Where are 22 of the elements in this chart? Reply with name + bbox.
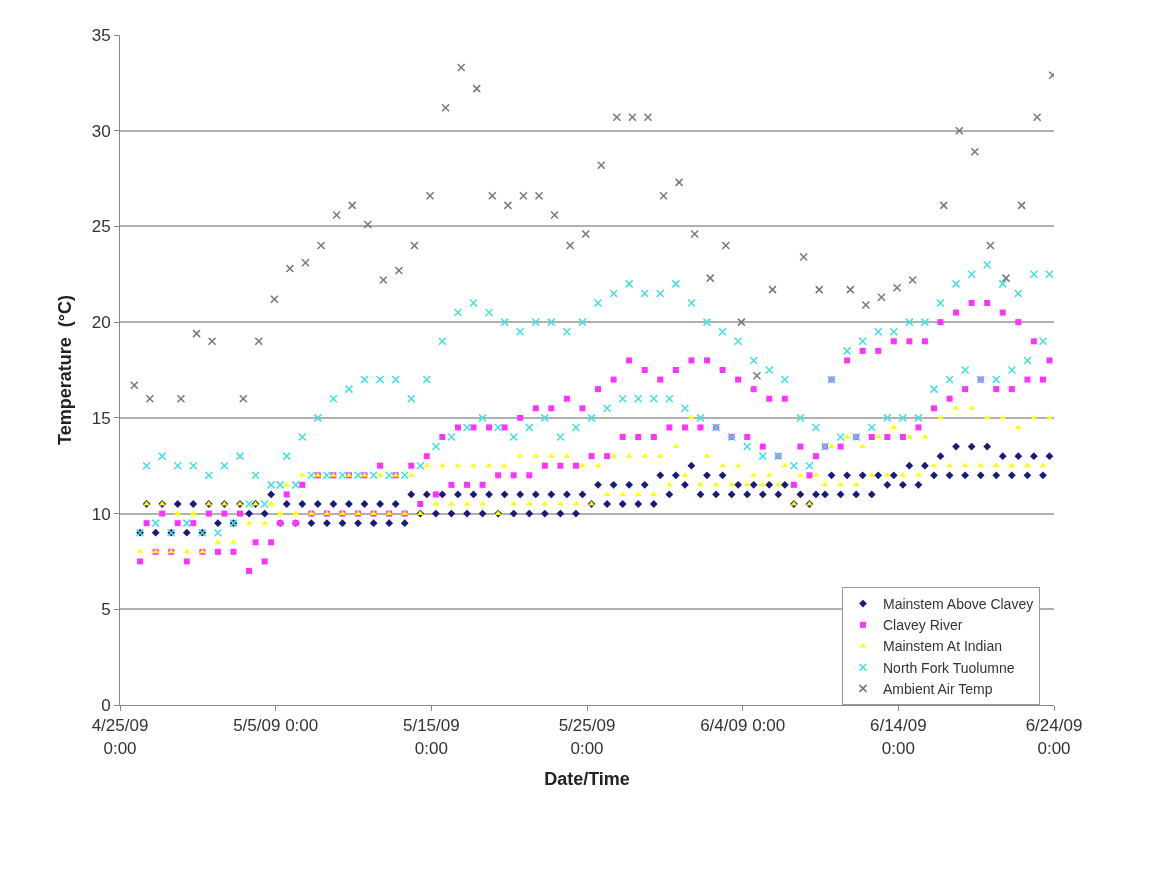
y-tick-label: 35 [91,25,111,45]
legend-label: Ambient Air Temp [882,680,993,697]
y-tick-label: 25 [91,217,111,237]
y-tick-label: 0 [101,695,111,715]
legend-label: North Fork Tuolumne [882,659,1015,676]
x-axis-title: Date/Time [544,768,630,789]
y-tick-label: 15 [91,408,111,428]
y-tick-label: 30 [91,121,111,141]
x-tick-label: 5/15/09 0:00 [402,716,460,758]
y-axis-title: Temperature (°C) [54,295,75,445]
legend-label: Mainstem At Indian [882,638,1003,655]
y-tick-label: 5 [101,600,111,620]
x-tick-label: 6/14/09 0:00 [869,716,927,758]
x-tick-label: 6/4/09 0:00 [700,716,786,736]
legend-label: Clavey River [882,617,963,634]
x-tick-label: 4/25/09 0:00 [91,716,149,758]
y-tick-label: 10 [91,504,111,524]
x-tick-label: 6/24/09 0:00 [1025,716,1083,758]
x-tick-label: 5/5/09 0:00 [233,716,319,736]
y-tick-label: 20 [91,313,111,333]
x-tick-label: 5/25/09 0:00 [558,716,616,758]
legend-label: Mainstem Above Clavey [882,596,1034,613]
